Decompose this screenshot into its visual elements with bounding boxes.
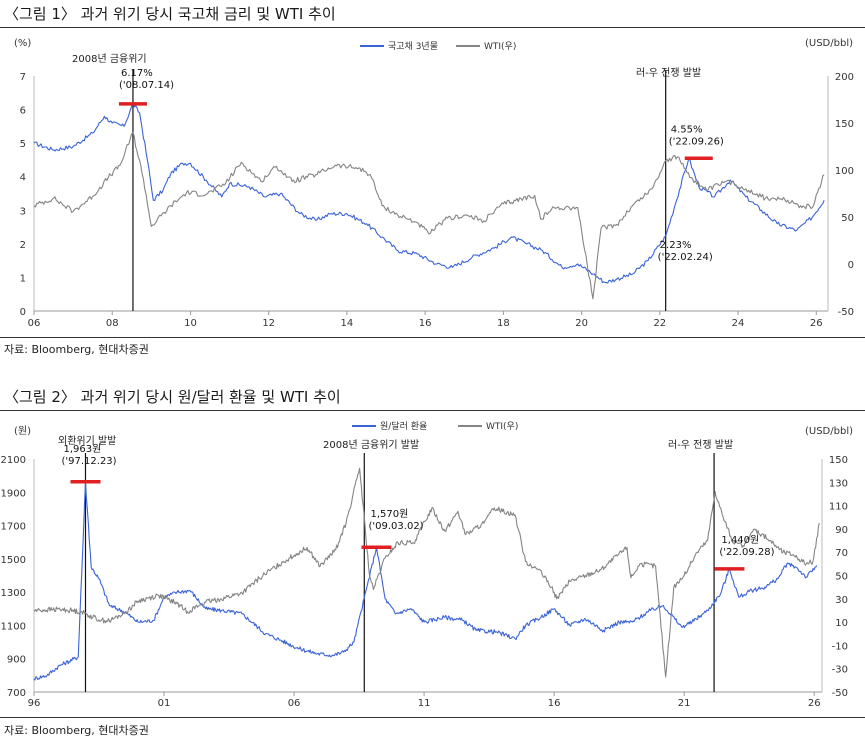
wti-series-line bbox=[33, 467, 820, 678]
primary-series-line bbox=[33, 481, 818, 681]
x-tick-label: 96 bbox=[28, 698, 41, 709]
x-tick-label: 01 bbox=[158, 698, 171, 709]
left-tick-label: 1900 bbox=[1, 488, 26, 499]
wti-series-line bbox=[33, 131, 825, 300]
x-tick-label: 08 bbox=[106, 318, 119, 329]
event-label: 외환위기 발발 bbox=[58, 434, 116, 447]
x-tick-label: 16 bbox=[548, 698, 561, 709]
right-tick-label: 90 bbox=[835, 525, 848, 536]
figure-2-source: 자료: Bloomberg, 현대차증권 bbox=[4, 724, 149, 737]
legend-label-1: 국고채 3년물 bbox=[388, 41, 438, 52]
left-tick-label: 1500 bbox=[1, 555, 26, 566]
annotation-value: 1,570원 bbox=[371, 508, 409, 520]
x-tick-label: 24 bbox=[732, 318, 745, 329]
left-tick-label: 6 bbox=[20, 106, 26, 117]
left-tick-label: 2 bbox=[20, 240, 26, 251]
x-tick-label: 14 bbox=[341, 318, 354, 329]
annotation-value: 1,440원 bbox=[721, 534, 759, 546]
x-tick-label: 26 bbox=[808, 698, 821, 709]
x-tick-label: 22 bbox=[653, 318, 666, 329]
x-tick-label: 20 bbox=[575, 318, 588, 329]
x-tick-label: 16 bbox=[419, 318, 432, 329]
right-tick-label: 50 bbox=[841, 213, 854, 224]
left-axis-unit: (%) bbox=[14, 38, 31, 49]
x-tick-label: 11 bbox=[418, 698, 431, 709]
right-tick-label: 70 bbox=[835, 548, 848, 559]
right-tick-label: 130 bbox=[829, 478, 848, 489]
annotation-value: 6.17% bbox=[121, 68, 153, 79]
figure-2-top-rule bbox=[0, 410, 865, 411]
legend-label-1: 원/달러 환율 bbox=[380, 420, 427, 432]
event-label: 러-우 전쟁 발발 bbox=[636, 67, 701, 79]
right-tick-label: 200 bbox=[835, 72, 854, 83]
left-tick-label: 1700 bbox=[1, 522, 26, 533]
right-tick-label: -10 bbox=[832, 641, 848, 652]
right-tick-label: 10 bbox=[835, 618, 848, 629]
right-tick-label: -50 bbox=[838, 307, 854, 318]
annotation-date: ('22.09.28) bbox=[719, 547, 774, 558]
x-tick-label: 21 bbox=[678, 698, 691, 709]
x-tick-label: 26 bbox=[810, 318, 823, 329]
annotation-value: 2.23% bbox=[660, 240, 692, 251]
annotation-value: 4.55% bbox=[671, 124, 703, 135]
left-tick-label: 1 bbox=[20, 273, 26, 284]
right-tick-label: 150 bbox=[829, 455, 848, 466]
right-axis-unit: (USD/bbl) bbox=[805, 426, 853, 437]
right-tick-label: 110 bbox=[829, 502, 848, 513]
left-tick-label: 700 bbox=[7, 688, 26, 699]
figure-1-bottom-rule bbox=[0, 337, 865, 338]
x-tick-label: 10 bbox=[184, 318, 197, 329]
legend-label-2: WTI(우) bbox=[484, 41, 516, 52]
annotation-date: ('22.09.26) bbox=[669, 136, 724, 147]
event-label: 2008년 금융위기 발발 bbox=[323, 438, 419, 451]
annotation-date: ('97.12.23) bbox=[61, 456, 116, 467]
right-tick-label: -50 bbox=[832, 688, 848, 699]
left-axis-unit: (원) bbox=[14, 425, 31, 437]
figure-1-chart: (%) (USD/bbl)국고채 3년물 WTI(우)01234567-500501… bbox=[14, 38, 854, 329]
annotation-value: 1,963원 bbox=[63, 443, 101, 455]
right-tick-label: 50 bbox=[835, 572, 848, 583]
annotation-date: ('09.03.02) bbox=[369, 521, 424, 532]
left-tick-label: 5 bbox=[20, 139, 26, 150]
figure-1-top-rule bbox=[0, 27, 865, 28]
right-tick-label: 30 bbox=[835, 595, 848, 606]
left-tick-label: 2100 bbox=[1, 455, 26, 466]
event-label: 러-우 전쟁 발발 bbox=[668, 439, 733, 451]
right-tick-label: 100 bbox=[835, 166, 854, 177]
figure-2-chart: (원) (USD/bbl)원/달러 환율 WTI(우)700900110013001… bbox=[1, 420, 854, 709]
left-tick-label: 900 bbox=[7, 655, 26, 666]
right-tick-label: 150 bbox=[835, 119, 854, 130]
figure-1-source: 자료: Bloomberg, 현대차증권 bbox=[4, 343, 149, 356]
left-tick-label: 1100 bbox=[1, 621, 26, 632]
left-tick-label: 7 bbox=[20, 72, 26, 83]
annotation-date: ('22.02.24) bbox=[658, 252, 713, 263]
figure-2-bottom-rule bbox=[0, 717, 865, 718]
primary-series-line bbox=[33, 103, 825, 284]
legend-label-2: WTI(우) bbox=[486, 421, 518, 432]
left-tick-label: 0 bbox=[20, 307, 26, 318]
annotation-date: ('08.07.14) bbox=[119, 80, 174, 91]
right-tick-label: -30 bbox=[832, 665, 848, 676]
left-tick-label: 3 bbox=[20, 206, 26, 217]
x-tick-label: 18 bbox=[497, 318, 510, 329]
figure-2-title: 〈그림 2〉 과거 위기 당시 원/달러 환율 및 WTI 추이 bbox=[4, 388, 341, 406]
left-tick-label: 4 bbox=[20, 173, 26, 184]
x-tick-label: 12 bbox=[262, 318, 275, 329]
event-label: 2008년 금융위기 bbox=[72, 52, 147, 65]
right-axis-unit: (USD/bbl) bbox=[805, 38, 853, 49]
right-tick-label: 0 bbox=[848, 260, 854, 271]
left-tick-label: 1300 bbox=[1, 588, 26, 599]
x-tick-label: 06 bbox=[288, 698, 301, 709]
figure-1-title: 〈그림 1〉 과거 위기 당시 국고채 금리 및 WTI 추이 bbox=[4, 5, 336, 23]
x-tick-label: 06 bbox=[28, 318, 41, 329]
